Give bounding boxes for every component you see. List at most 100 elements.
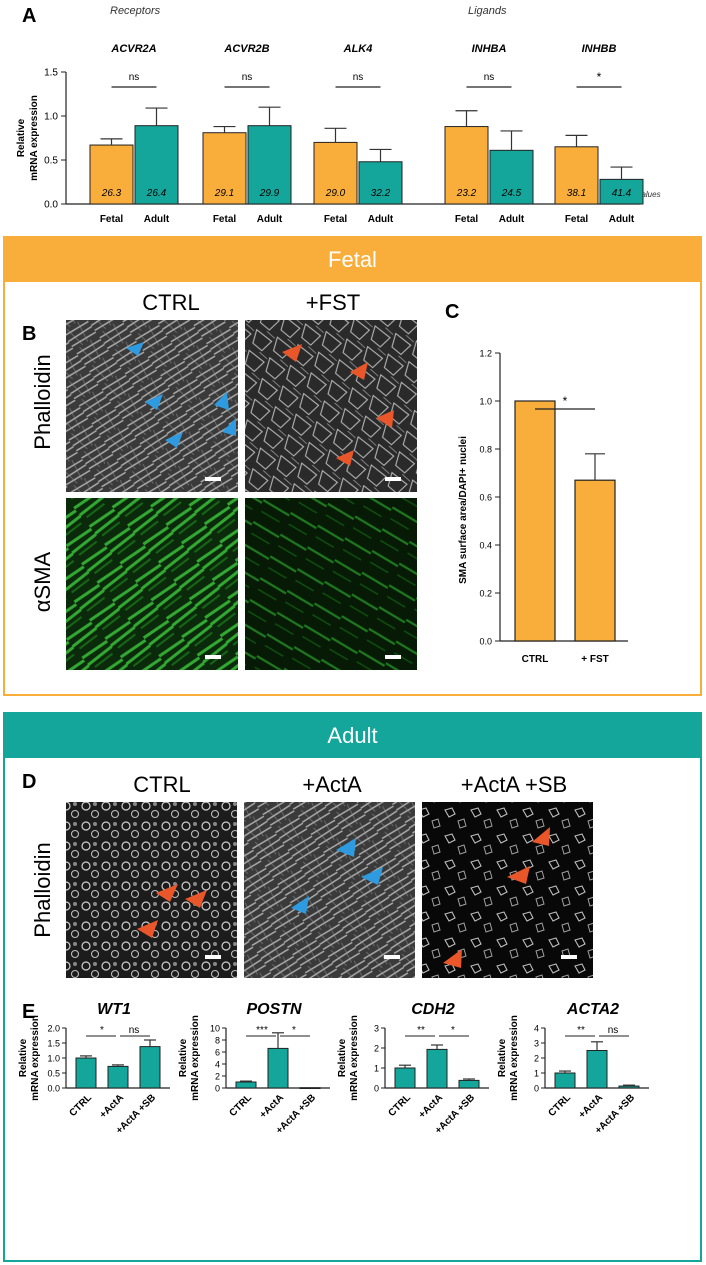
x-tick-label: Adult	[368, 214, 394, 225]
bar	[574, 479, 616, 642]
bar-fetal	[444, 126, 489, 205]
y-tick-label: 1.5	[44, 68, 58, 79]
panel-b-letter: B	[22, 323, 36, 345]
y-tick-label: 4	[534, 1024, 539, 1034]
significance-label: ns	[484, 72, 495, 83]
y-tick-label: 0.2	[479, 589, 492, 599]
y-tick-label: 6	[215, 1048, 220, 1058]
y-tick-label: 0	[534, 1084, 539, 1094]
x-tick-label: Adult	[609, 214, 635, 225]
panel-a-plot: 0.0 0.5 1.0 1.5 ACVR2A 26.3 26.4 Fetal Adult ns AC…	[44, 43, 644, 225]
chart-title: POSTN	[246, 1001, 302, 1018]
bar	[458, 1079, 480, 1089]
panel-b-figure: B CTRL +FST Phalloidin αSMA	[22, 290, 417, 670]
x-tick-label: CTRL	[546, 1092, 573, 1119]
scale-bar	[205, 655, 221, 659]
adult-section: Adult	[3, 712, 702, 1262]
bar	[267, 1047, 289, 1089]
ct-value-adult: 32.2	[371, 188, 391, 199]
bar-fetal	[202, 132, 247, 205]
panel-b-row-asma: αSMA	[30, 551, 55, 612]
panel-d-col-acta-sb: +ActA +SB	[461, 772, 567, 797]
bar	[514, 400, 556, 642]
ct-value-adult: 24.5	[501, 188, 522, 199]
y-tick-label: 0.8	[479, 445, 492, 455]
bar-adult	[358, 161, 403, 205]
panel-e-subplot: WT1 Relative mRNA expression 0.0 0.5 1.0 1.5 2.…	[18, 1001, 170, 1136]
arrowhead-orange-icon	[185, 890, 207, 908]
ct-value-adult: 41.4	[612, 188, 632, 199]
y-tick-label: 4	[215, 1060, 220, 1070]
bar	[235, 1081, 257, 1089]
panel-a-ylabel-line1: Relative	[16, 118, 27, 157]
y-tick-label: 2	[374, 1044, 379, 1054]
y-axis-label: Relative	[497, 1038, 508, 1077]
significance-label: ns	[353, 72, 364, 83]
y-tick-label: 0.0	[44, 200, 58, 211]
micrograph-fetal-fst-phalloidin	[245, 320, 417, 492]
y-axis-label: Relative	[18, 1038, 29, 1077]
panel-e-letter: E	[22, 1001, 35, 1023]
arrowhead-orange-icon	[376, 410, 394, 428]
significance-label: ns	[129, 1025, 140, 1036]
panel-b-col-fst: +FST	[306, 290, 360, 315]
y-tick-label: 1	[374, 1064, 379, 1074]
panel-e-subplot: CDH2 Relative mRNA expression 0 1 2 3 CTRL +ActA…	[337, 1001, 489, 1136]
panel-d-letter: D	[22, 771, 36, 793]
adult-header: Adult	[5, 714, 700, 758]
x-tick-label: +ActA	[577, 1092, 605, 1120]
y-tick-label: 1.5	[47, 1039, 60, 1049]
scale-bar	[561, 955, 577, 959]
arrowhead-blue-icon	[222, 418, 236, 436]
significance-label: *	[292, 1025, 296, 1036]
panel-d-col-acta: +ActA	[302, 772, 362, 797]
bar	[586, 1050, 608, 1089]
significance-label: *	[597, 70, 602, 84]
panel-a-chart: A Receptors Ligands Raw Ct values Relati…	[16, 5, 661, 225]
arrowhead-orange-icon	[156, 884, 178, 902]
arrowhead-blue-icon	[361, 867, 383, 885]
panel-e-subplot: ACTA2 Relative mRNA expression 0 1 2 3 4 CTRL +Ac…	[497, 1001, 649, 1136]
micrograph-adult-acta-sb-phalloidin	[422, 802, 593, 978]
significance-label: ns	[242, 72, 253, 83]
panel-d-row-phalloidin: Phalloidin	[30, 842, 55, 937]
y-tick-label: 1.0	[479, 397, 492, 407]
x-tick-label: Fetal	[324, 214, 348, 225]
significance-label: *	[563, 394, 568, 408]
y-tick-label: 0.5	[44, 156, 58, 167]
y-tick-label: 2	[215, 1072, 220, 1082]
y-tick-label: 0.0	[47, 1084, 60, 1094]
significance-label: **	[577, 1025, 585, 1036]
scale-bar	[384, 955, 400, 959]
y-axis-label: mRNA expression	[349, 1015, 360, 1101]
y-tick-label: 1	[534, 1069, 539, 1079]
fetal-section: Fetal	[3, 236, 702, 696]
y-axis-label: mRNA expression	[190, 1015, 201, 1101]
arrowhead-orange-icon	[443, 949, 462, 968]
significance-label: **	[417, 1025, 425, 1036]
panel-c-plot: 0.0 0.2 0.4 0.6 0.8 1.0 1.2 CTRL + FST *	[479, 349, 628, 665]
panel-c-ylabel: SMA surface area/DAPI+ nuclei	[458, 436, 469, 584]
ct-value-fetal: 26.3	[101, 188, 122, 199]
y-tick-label: 3	[534, 1039, 539, 1049]
scale-bar	[205, 955, 221, 959]
bar-fetal	[313, 141, 358, 205]
x-tick-label: +ActA	[258, 1092, 286, 1120]
bar	[299, 1087, 321, 1089]
ct-value-fetal: 29.1	[214, 188, 234, 199]
x-tick-label: Adult	[144, 214, 170, 225]
x-tick-label: Fetal	[455, 214, 479, 225]
arrowhead-orange-icon	[137, 920, 158, 938]
ct-value-adult: 29.9	[259, 188, 280, 199]
significance-label: ns	[129, 72, 140, 83]
bar-adult	[599, 178, 644, 205]
panel-c-letter: C	[445, 301, 459, 323]
scale-bar	[385, 655, 401, 659]
x-tick-label: Fetal	[213, 214, 237, 225]
ct-value-fetal: 23.2	[456, 188, 477, 199]
ct-value-adult: 26.4	[146, 188, 167, 199]
bar-fetal	[554, 146, 599, 205]
panel-a-ylabel-line2: mRNA expression	[29, 95, 40, 181]
